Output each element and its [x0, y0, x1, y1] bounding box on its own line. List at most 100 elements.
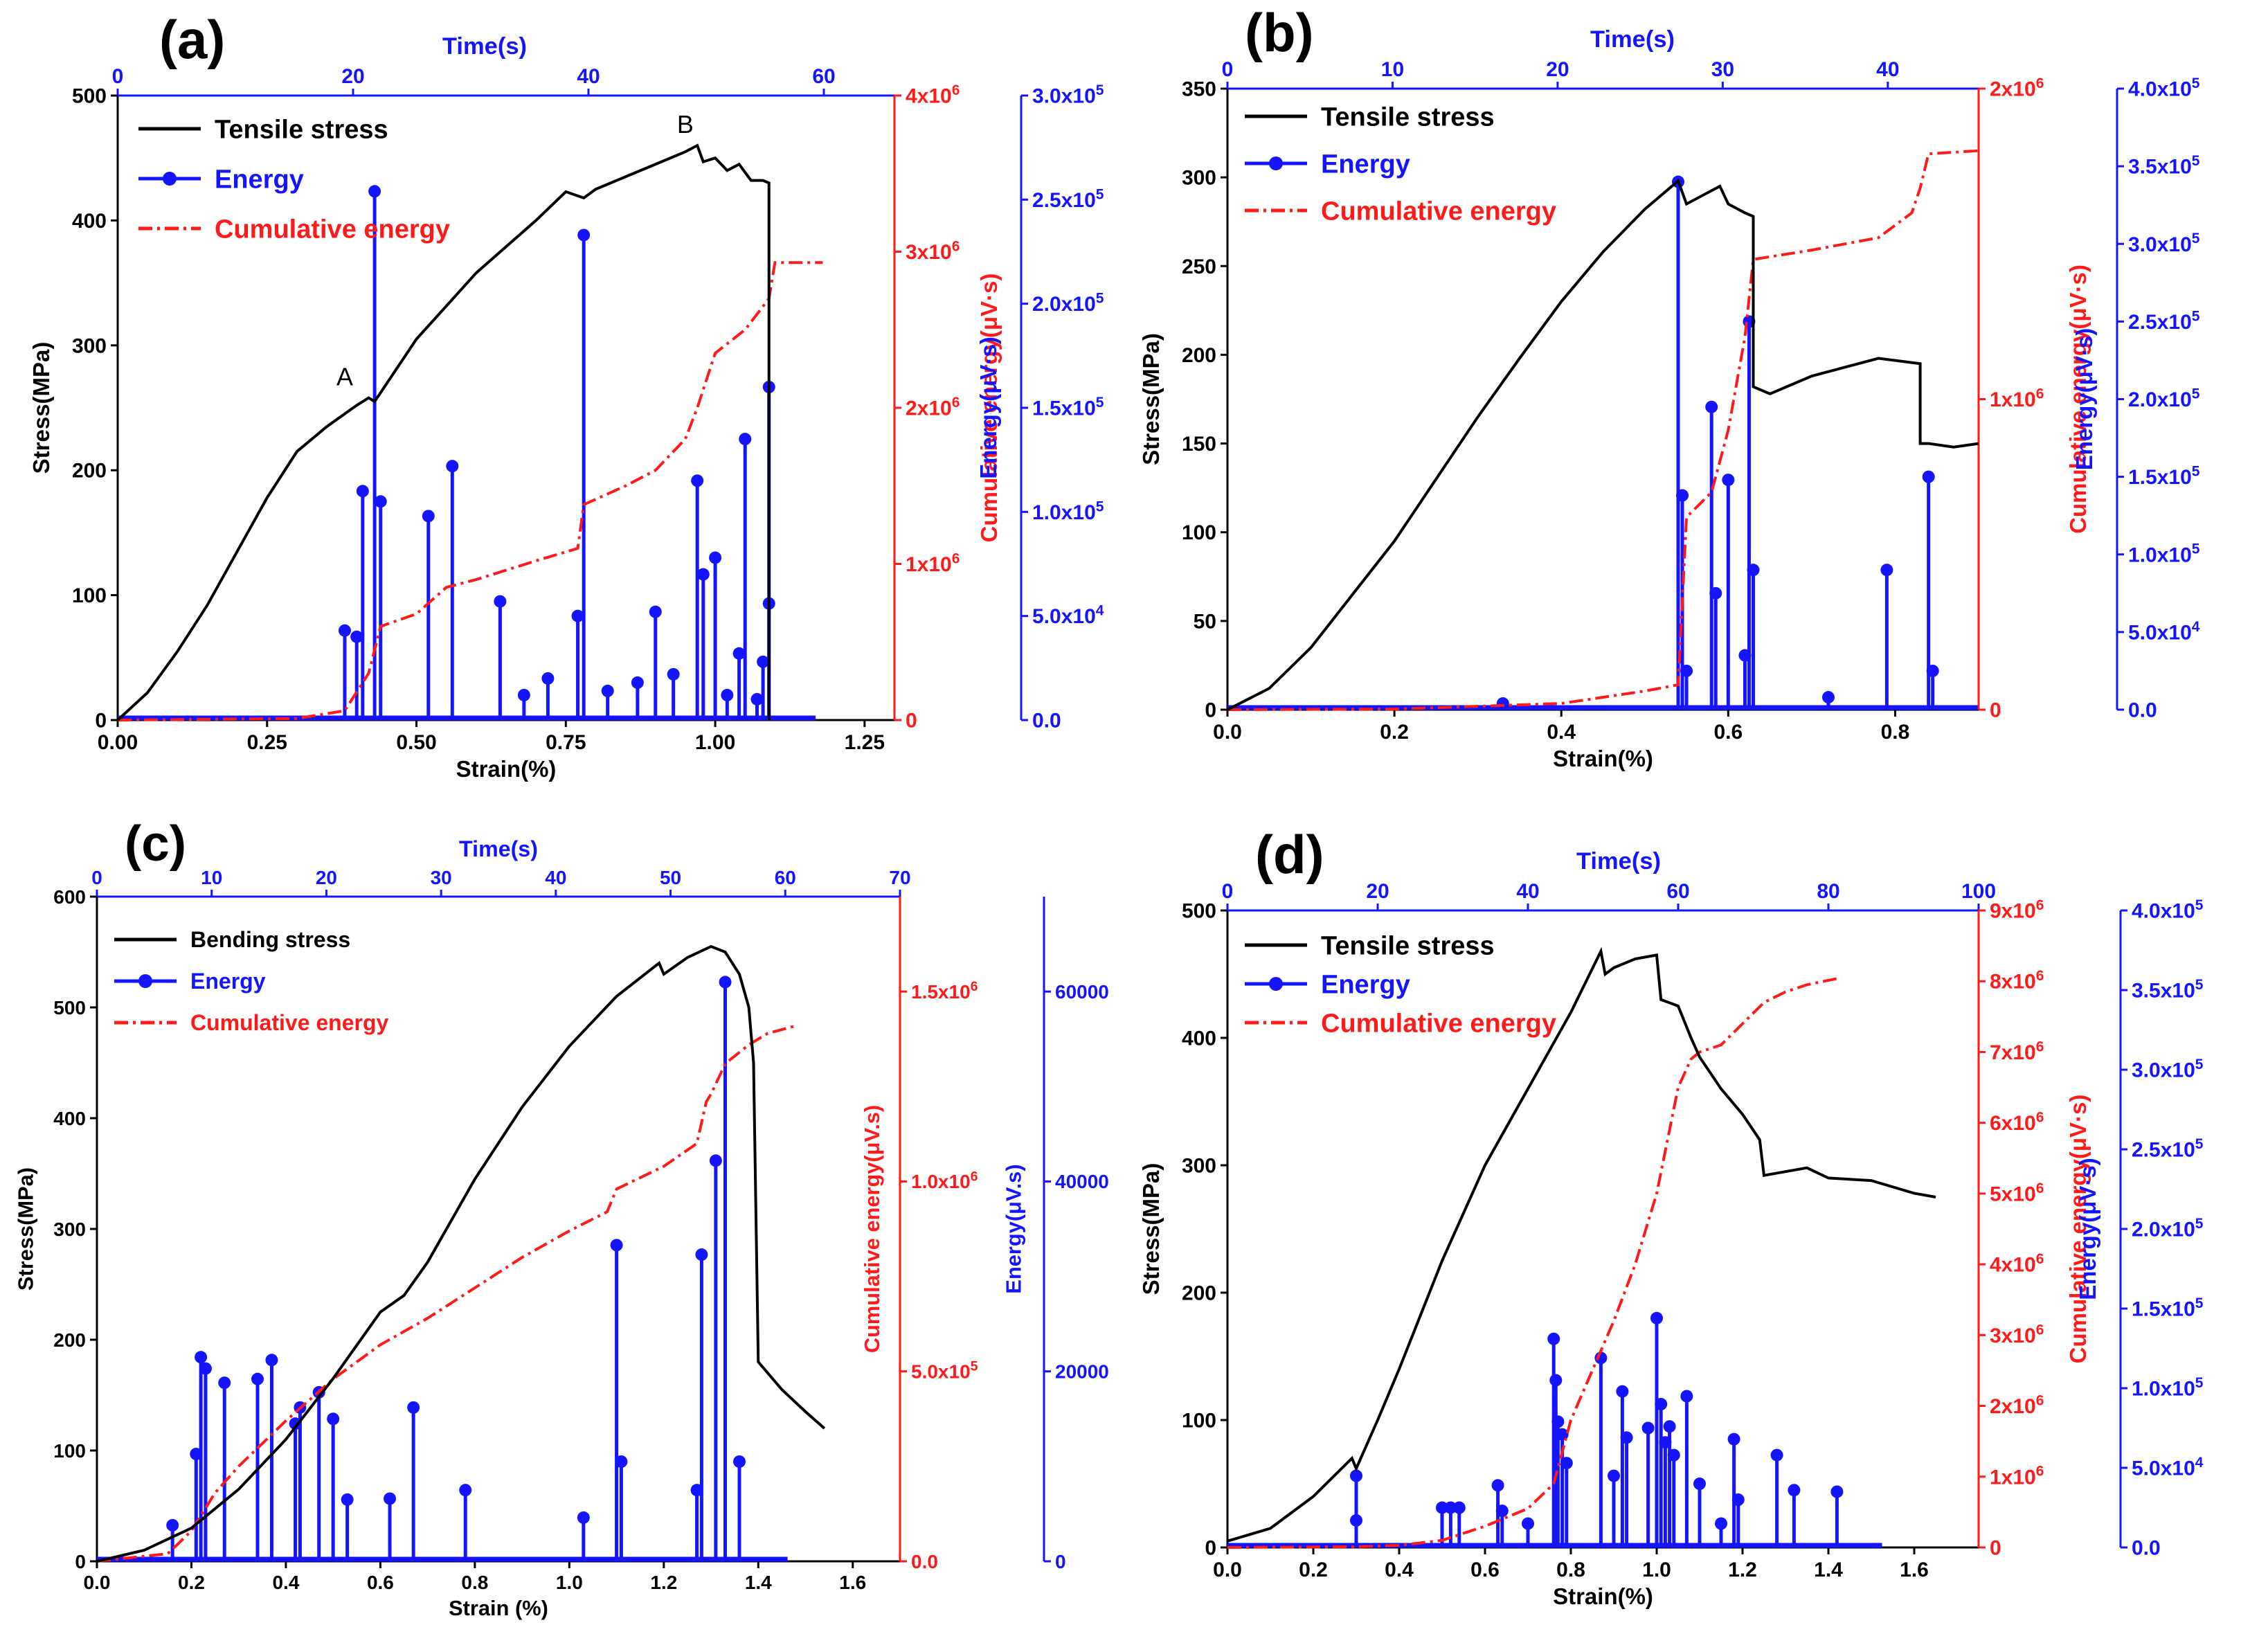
time-tick-label: 40 — [1876, 58, 1899, 81]
time-tick-label: 0 — [1222, 58, 1234, 81]
y-tick-label: 150 — [1182, 433, 1216, 456]
energy-point — [1822, 691, 1835, 704]
cumulative-tick-label: 3x106 — [906, 238, 960, 264]
energy-point — [407, 1401, 420, 1414]
legend-energy-marker — [1269, 977, 1283, 991]
energy-tick-label: 1.5x105 — [2128, 464, 2200, 490]
energy-point — [750, 692, 764, 706]
energy-tick-label: 3.5x105 — [2128, 153, 2200, 179]
energy-point — [739, 433, 752, 446]
energy-point — [1747, 564, 1760, 577]
energy-point — [494, 595, 507, 608]
energy-point — [691, 474, 704, 487]
y-tick-label: 50 — [1194, 610, 1216, 633]
x-tick-label: 1.00 — [695, 731, 735, 754]
time-tick-label: 0 — [1222, 880, 1234, 903]
x-tick-label: 0.6 — [367, 1572, 394, 1593]
time-tick-label: 30 — [431, 867, 452, 888]
y-tick-label: 500 — [72, 85, 107, 108]
energy-point — [1705, 400, 1718, 413]
energy-axis-title: Energy(μV·s) — [2075, 1158, 2100, 1300]
energy-point — [1922, 470, 1935, 483]
energy-tick-label: 3.5x105 — [2132, 977, 2204, 1003]
cumulative-tick-label: 1.5x106 — [911, 979, 978, 1003]
energy-point — [195, 1351, 208, 1364]
y-tick-label: 400 — [72, 210, 107, 233]
stress-line — [1227, 178, 1979, 711]
y-tick-label: 100 — [72, 584, 107, 607]
x-tick-label: 0.6 — [1713, 721, 1743, 744]
legend-cumulative-label: Cumulative energy — [1321, 1009, 1556, 1038]
energy-point — [1436, 1501, 1448, 1514]
x-axis-title: Strain(%) — [1553, 746, 1653, 771]
time-tick-label: 60 — [775, 867, 796, 888]
legend-cumulative-label: Cumulative energy — [190, 1010, 389, 1035]
cumulative-energy-line — [97, 1024, 797, 1563]
cumulative-tick-label: 2x106 — [1990, 1393, 2044, 1419]
chart-panel-d: 0.0 0.2 0.4 0.6 0.8 1.0 1.2 1.4 1.6 Strain(%) 0 100… — [1138, 824, 2204, 1609]
x-tick-label: 0.0 — [1213, 721, 1242, 744]
plot-area — [118, 143, 823, 721]
energy-point — [1663, 1420, 1676, 1433]
cumulative-tick-label: 7x106 — [1990, 1039, 2044, 1064]
y-tick-label: 300 — [72, 334, 107, 357]
time-tick-label: 40 — [545, 867, 566, 888]
cumulative-tick-label: 3x106 — [1990, 1322, 2044, 1347]
x-tick-label: 1.4 — [745, 1572, 772, 1593]
time-axis-title: Time(s) — [1590, 26, 1675, 53]
cumulative-tick-label: 1x106 — [1990, 1464, 2044, 1489]
time-tick-label: 80 — [1817, 880, 1839, 903]
energy-point — [721, 688, 734, 701]
y-axis-title: Stress(MPa) — [28, 342, 54, 474]
cumulative-tick-label: 0.0 — [911, 1551, 938, 1572]
x-tick-label: 1.2 — [650, 1572, 677, 1593]
x-tick-label: 1.6 — [839, 1572, 866, 1593]
x-axis-title: Strain(%) — [456, 756, 557, 782]
energy-tick-label: 2.5x105 — [2132, 1136, 2204, 1162]
cumulative-tick-label: 4x106 — [1990, 1251, 2044, 1277]
legend-cumulative-label: Cumulative energy — [215, 215, 450, 244]
energy-point — [356, 485, 369, 498]
energy-tick-label: 2.5x105 — [1032, 186, 1104, 212]
panel-label: (d) — [1255, 824, 1324, 885]
panel-label: (a) — [159, 9, 225, 70]
energy-tick-label: 1.0x105 — [1032, 499, 1104, 524]
y-tick-label: 0 — [1205, 1537, 1216, 1560]
energy-point — [1788, 1484, 1801, 1497]
x-axis-title: Strain(%) — [1553, 1583, 1653, 1609]
y-tick-label: 200 — [72, 460, 107, 483]
x-tick-label: 0.8 — [461, 1572, 488, 1593]
y-tick-label: 600 — [53, 886, 86, 908]
energy-point — [1444, 1501, 1457, 1514]
panel-label: (c) — [125, 817, 186, 872]
energy-point — [1547, 1332, 1560, 1345]
y-tick-label: 0 — [95, 710, 107, 733]
energy-point — [631, 676, 644, 689]
cumulative-tick-label: 8x106 — [1990, 968, 2044, 994]
energy-point — [1556, 1428, 1569, 1441]
energy-tick-label: 2.0x105 — [1032, 291, 1104, 316]
x-tick-label: 1.6 — [1900, 1559, 1929, 1581]
energy-point — [1350, 1469, 1362, 1482]
cumulative-tick-label: 4x106 — [906, 82, 960, 108]
energy-tick-label: 4.0x105 — [2132, 897, 2204, 923]
cumulative-tick-label: 0 — [1990, 699, 2001, 722]
energy-axis-title: Energy(μV·s) — [2071, 328, 2097, 470]
x-tick-label: 1.4 — [1814, 1559, 1843, 1581]
energy-point — [384, 1492, 397, 1505]
cumulative-energy-line — [1227, 149, 1979, 711]
energy-point — [251, 1372, 264, 1385]
annotation-label: B — [677, 110, 694, 138]
energy-tick-label: 4.0x105 — [2128, 75, 2200, 101]
energy-point — [459, 1484, 472, 1497]
y-tick-label: 400 — [53, 1108, 86, 1129]
time-axis-title: Time(s) — [459, 836, 538, 861]
energy-point — [1616, 1385, 1629, 1398]
x-tick-label: 0.75 — [546, 731, 586, 754]
y-tick-label: 0 — [1205, 699, 1216, 722]
energy-tick-label: 0.0 — [2128, 699, 2157, 722]
cumulative-energy-line — [1227, 976, 1842, 1549]
energy-tick-label: 0.0 — [1032, 710, 1061, 733]
energy-point — [1350, 1514, 1362, 1527]
energy-point — [199, 1362, 212, 1375]
